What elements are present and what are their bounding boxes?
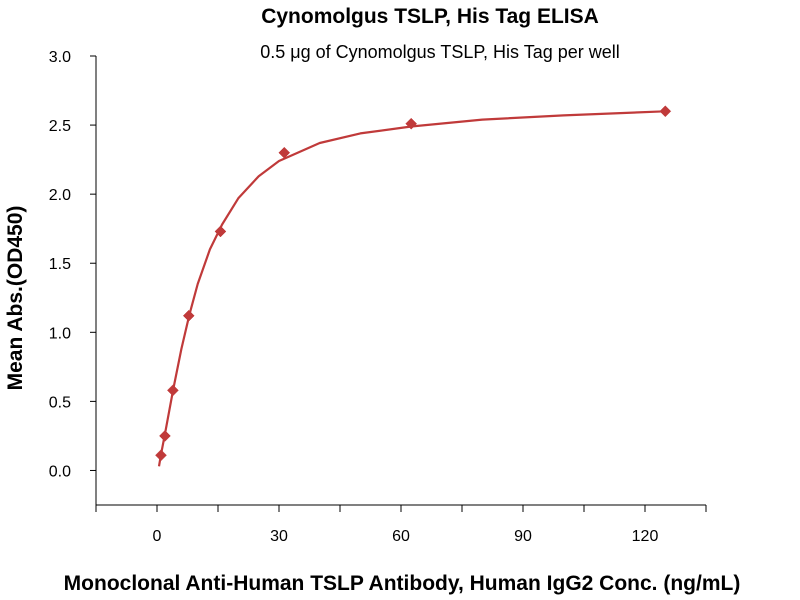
data-point	[278, 146, 291, 159]
x-tick-label: 0	[153, 528, 162, 545]
y-tick-label: 1.5	[49, 256, 71, 273]
x-axis-label: Monoclonal Anti-Human TSLP Antibody, Hum…	[64, 572, 741, 595]
x-tick-label: 120	[632, 528, 659, 545]
fit-curve	[157, 110, 666, 467]
data-point	[182, 309, 195, 322]
y-tick-label: 1.0	[49, 325, 71, 342]
y-tick-label: 3.0	[49, 49, 71, 66]
y-tick-label: 0.5	[49, 394, 71, 411]
data-point	[155, 449, 167, 462]
ticks: 0.0 0.5 1.0 1.5 2.0 2.5 3.0 0 30 60 90 120	[49, 49, 707, 545]
data-point	[159, 430, 171, 442]
x-tick-label: 90	[514, 528, 532, 545]
y-tick-label: 2.5	[49, 118, 71, 135]
data-point	[659, 105, 672, 118]
x-tick-label: 30	[270, 528, 288, 545]
data-marks	[155, 105, 672, 467]
chart-subtitle: 0.5 μg of Cynomolgus TSLP, His Tag per w…	[260, 42, 620, 62]
axes	[95, 56, 706, 506]
data-point	[214, 225, 227, 238]
data-point	[167, 384, 179, 397]
data-point	[405, 117, 418, 130]
y-axis-label: Mean Abs.(OD450)	[4, 206, 27, 391]
x-tick-label: 60	[392, 528, 410, 545]
y-tick-label: 2.0	[49, 187, 71, 204]
chart-title: Cynomolgus TSLP, His Tag ELISA	[261, 5, 599, 28]
y-tick-label: 0.0	[49, 463, 71, 480]
